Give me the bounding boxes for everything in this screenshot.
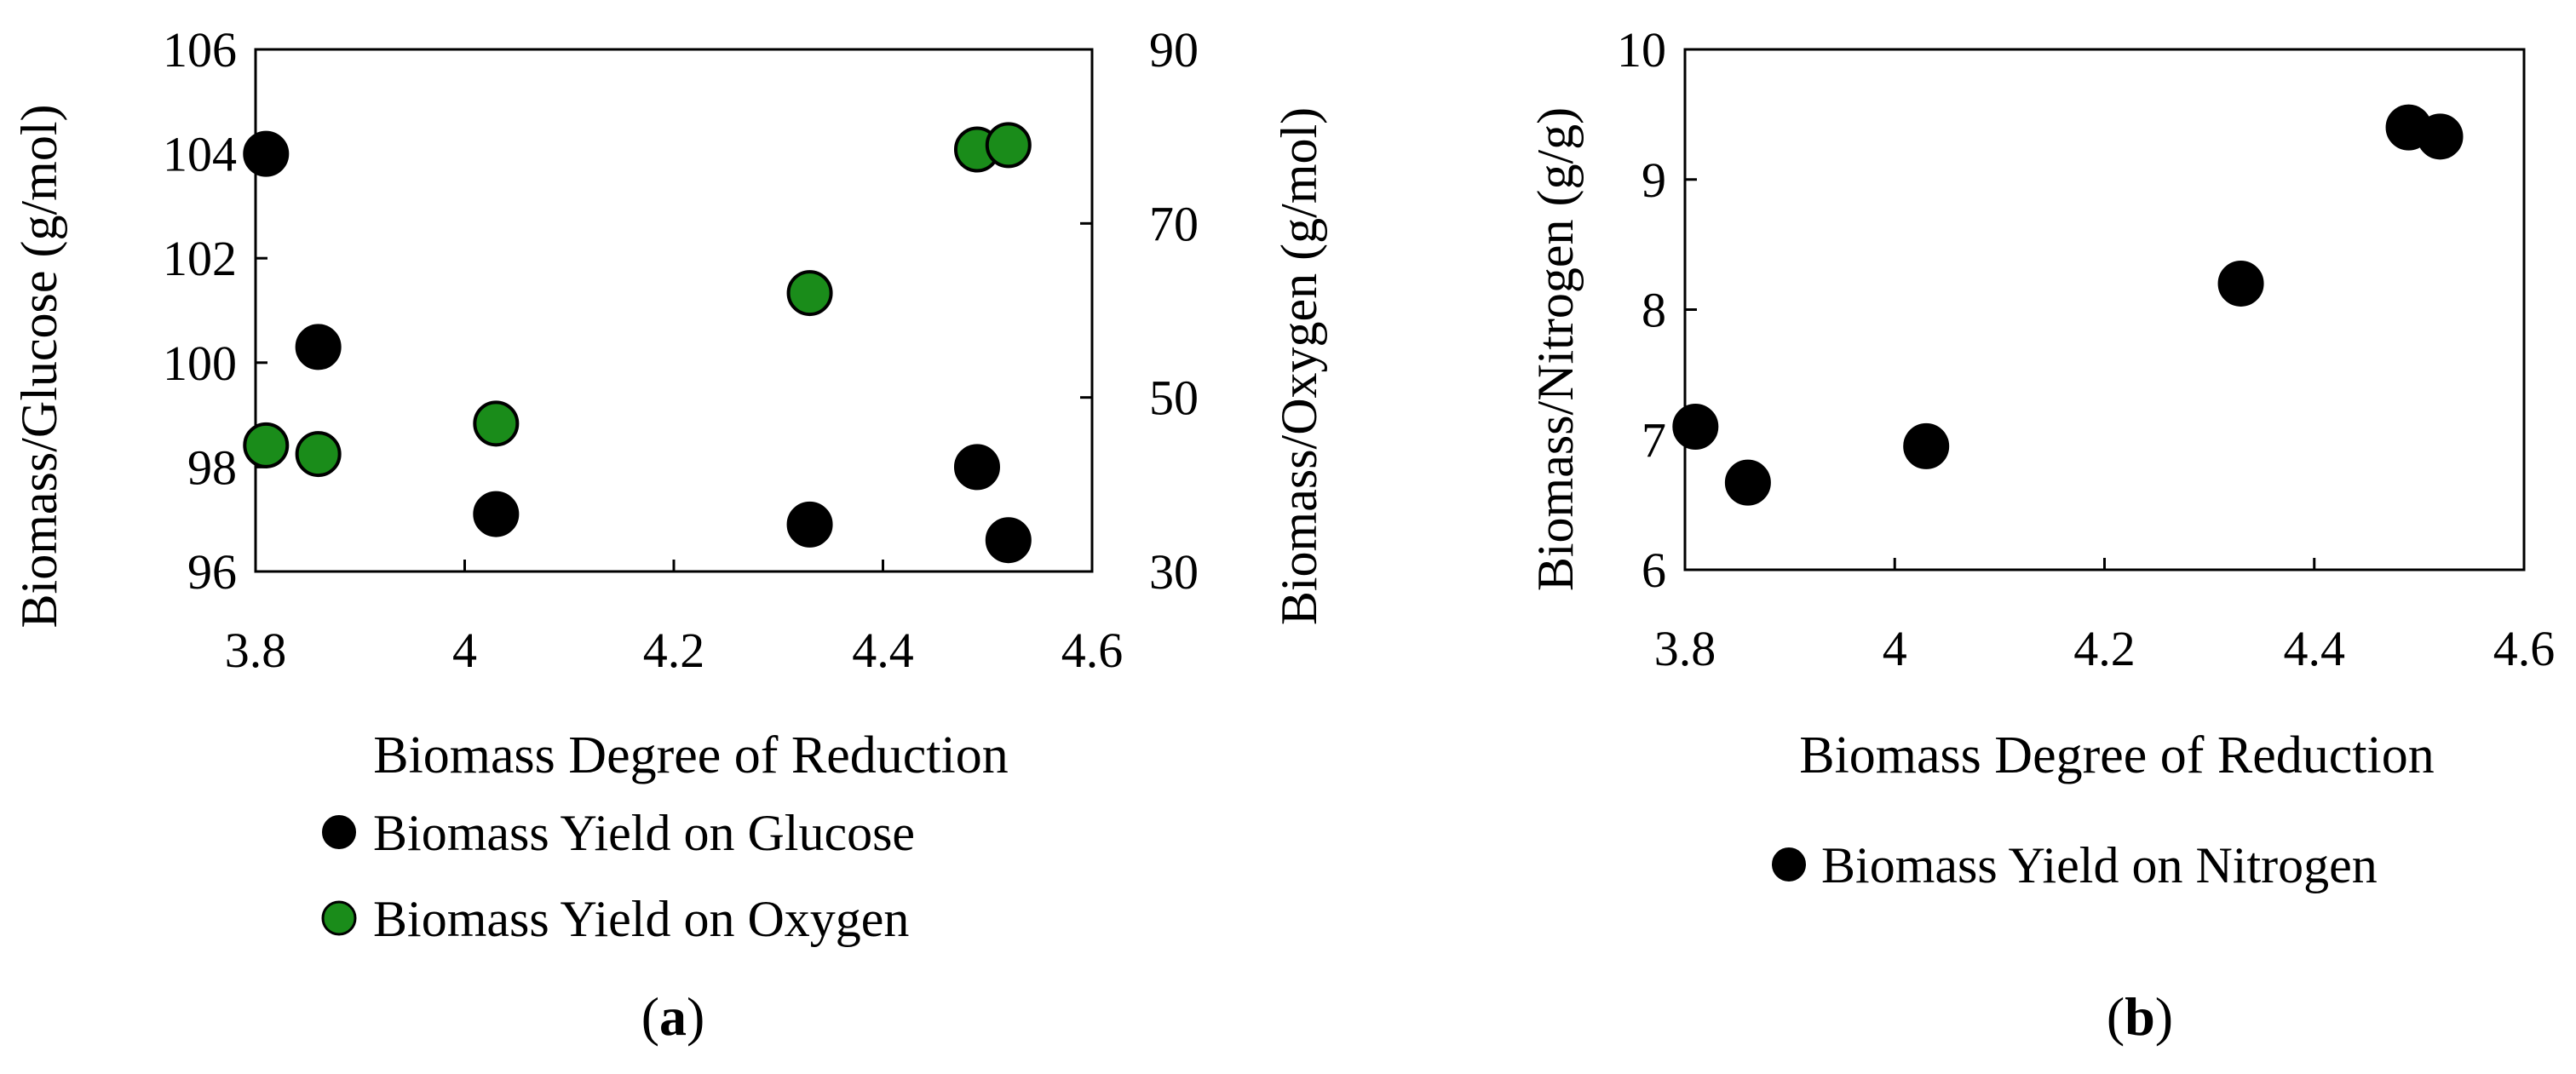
panel-a-legend: Biomass Yield on Glucose Biomass Yield o… [321, 805, 915, 947]
y-tick-label: 8 [1642, 283, 1666, 338]
y-tick-label: 10 [1617, 22, 1666, 78]
y-tick-label: 106 [163, 22, 237, 78]
data-point-series-1 [243, 422, 290, 468]
data-point-series-0 [985, 517, 1032, 564]
y2-tick-label: 50 [1149, 370, 1199, 426]
y-tick-label: 98 [187, 439, 237, 495]
panel-a-y-axis-label: Biomass/Glucose (g/mol) [11, 105, 67, 629]
panel-a-x-axis-label: Biomass Degree of Reduction [373, 727, 1009, 784]
data-point-series-0 [1724, 459, 1771, 506]
panel-b-y-axis-label: Biomass/Nitrogen (g/g) [1527, 107, 1584, 591]
panel-b-x-axis-label: Biomass Degree of Reduction [1799, 727, 2435, 784]
data-point-series-0 [295, 324, 342, 370]
data-point-series-1 [473, 400, 520, 447]
x-tick-label: 4.4 [2284, 621, 2346, 676]
x-tick-label: 4.2 [2073, 621, 2136, 676]
y2-tick-label: 70 [1149, 196, 1199, 251]
x-tick-label: 4.4 [852, 623, 914, 678]
y-tick-label: 9 [1642, 152, 1666, 208]
panel-b-label: (b) [2107, 986, 2173, 1047]
legend-label-oxygen: Biomass Yield on Oxygen [373, 891, 909, 947]
y-tick-label: 102 [163, 231, 237, 286]
panel-b-legend: Biomass Yield on Nitrogen [1772, 837, 2378, 893]
data-point-series-0 [786, 501, 833, 548]
legend-label-nitrogen: Biomass Yield on Nitrogen [1821, 837, 2378, 893]
data-point-series-0 [1903, 422, 1950, 469]
y-tick-label: 6 [1642, 543, 1666, 598]
x-tick-label: 4.6 [1061, 623, 1124, 678]
y-tick-label: 100 [163, 336, 237, 391]
x-tick-label: 4.6 [2493, 621, 2556, 676]
legend-marker-nitrogen [1772, 847, 1806, 882]
x-tick-label: 3.8 [225, 623, 287, 678]
panel-b-chart: 3.8 4 4.2 4.4 4.6 6 7 8 9 10 Biomass Degree of R… [1527, 22, 2555, 1047]
x-tick-label: 4 [1883, 621, 1907, 676]
x-tick-label: 4.2 [643, 623, 705, 678]
y2-tick-label: 90 [1149, 22, 1199, 78]
data-point-series-0 [2417, 113, 2464, 160]
panel-a-y2-axis-label: Biomass/Oxygen (g/mol) [1271, 107, 1327, 625]
y-tick-label: 7 [1642, 412, 1666, 468]
y-tick-label: 96 [187, 544, 237, 600]
x-tick-label: 3.8 [1654, 621, 1716, 676]
y2-tick-label: 30 [1149, 544, 1199, 600]
data-point-series-0 [953, 444, 1000, 491]
y-tick-label: 104 [163, 127, 237, 182]
x-tick-label: 4 [452, 623, 477, 678]
data-point-series-0 [243, 130, 290, 177]
panel-a-plot-area [254, 48, 1094, 573]
legend-marker-glucose [322, 815, 356, 849]
data-point-series-1 [786, 270, 833, 317]
data-point-series-0 [2217, 260, 2264, 307]
data-point-series-1 [985, 122, 1032, 169]
panel-a-label: (a) [641, 986, 705, 1047]
data-point-series-1 [295, 431, 342, 478]
legend-label-glucose: Biomass Yield on Glucose [373, 805, 915, 861]
data-point-series-0 [473, 491, 520, 537]
legend-marker-oxygen [321, 900, 357, 936]
data-point-series-0 [1672, 403, 1719, 450]
